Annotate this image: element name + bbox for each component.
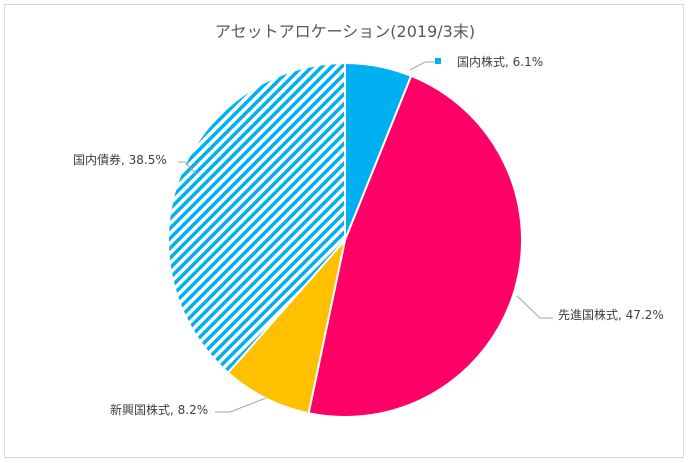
chart-title: アセットアロケーション(2019/3末) xyxy=(215,22,475,41)
leader-line-3 xyxy=(178,161,198,176)
data-label-1: 先進国株式, 47.2% xyxy=(558,307,664,322)
legend-key-marker xyxy=(435,58,441,64)
leader-line-0 xyxy=(409,61,438,71)
chart-frame xyxy=(4,4,684,458)
pie-slice-3 xyxy=(167,61,346,375)
leader-line-2 xyxy=(215,397,267,413)
pie-slice-1 xyxy=(307,74,523,418)
data-label-0: 国内株式, 6.1% xyxy=(457,54,543,69)
data-label-3: 国内債券, 38.5% xyxy=(73,152,167,167)
leader-line-1 xyxy=(516,295,553,319)
data-label-2: 新興国株式, 8.2% xyxy=(110,402,208,417)
